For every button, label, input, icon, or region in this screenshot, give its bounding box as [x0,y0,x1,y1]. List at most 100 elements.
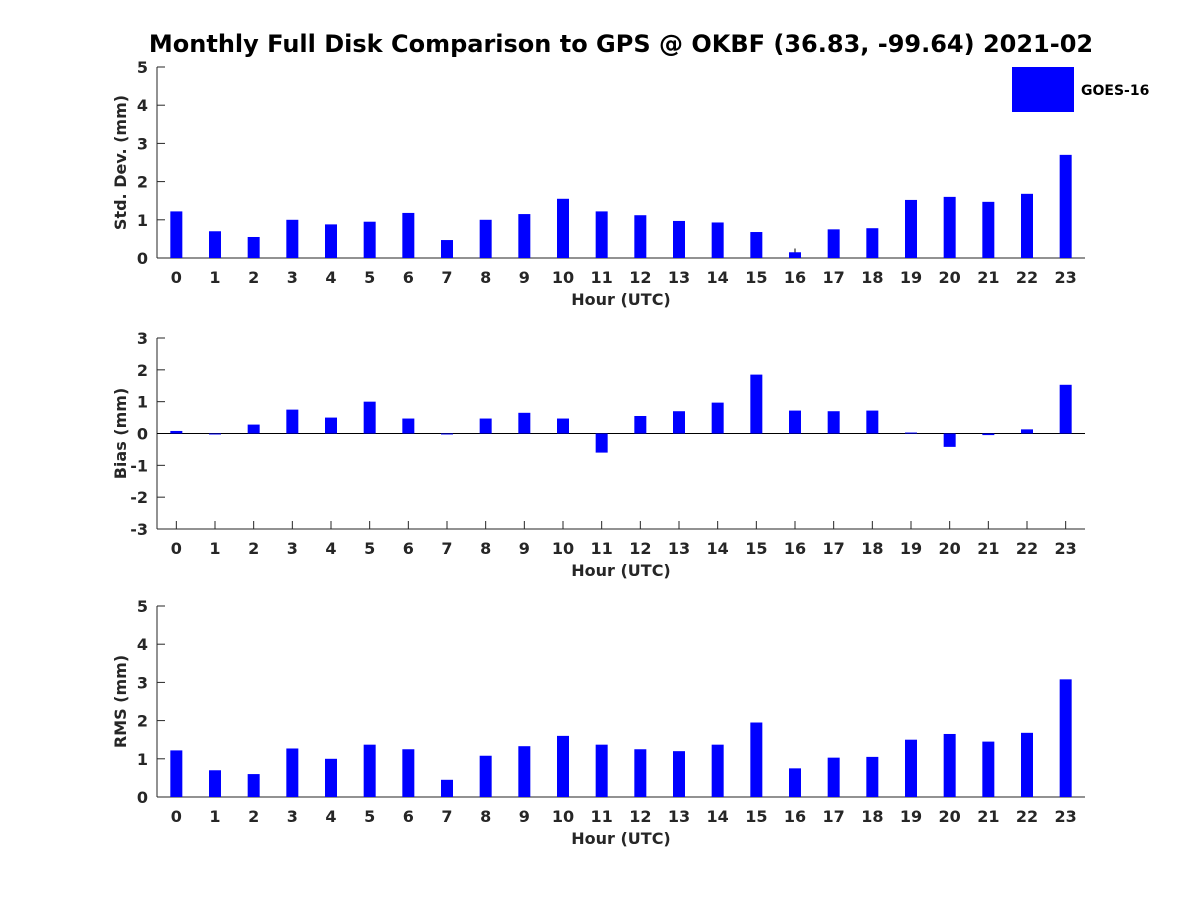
x-tick-label: 20 [939,539,961,558]
bar [866,228,879,258]
bar [247,236,260,258]
x-tick-label: 9 [519,268,530,287]
bar [827,757,840,797]
bar [247,774,260,797]
x-tick-label: 10 [552,807,574,826]
x-tick-label: 23 [1055,807,1077,826]
x-axis-label: Hour (UTC) [571,290,671,309]
x-tick-label: 13 [668,268,690,287]
bar [286,409,299,434]
x-tick-label: 0 [171,807,182,826]
bar [827,411,840,434]
bar [1021,193,1033,258]
bar [673,411,685,434]
y-tick-label: 1 [137,750,148,769]
x-axis-label: Hour (UTC) [571,561,671,580]
bar [518,412,531,434]
y-tick-label: -3 [130,520,148,539]
y-tick-label: 4 [137,96,148,115]
x-tick-label: 1 [209,268,220,287]
bar [711,222,724,258]
x-tick-label: 11 [591,807,613,826]
x-tick-label: 11 [591,268,613,287]
x-tick-label: 8 [480,268,491,287]
bar [982,201,995,258]
bar [441,433,453,435]
x-tick-label: 0 [171,268,182,287]
bar [943,433,956,447]
x-tick-label: 13 [668,807,690,826]
x-tick-label: 21 [977,268,999,287]
y-tick-label: 1 [137,211,148,230]
bar [595,433,608,453]
x-tick-label: 7 [441,539,452,558]
x-tick-label: 3 [287,539,298,558]
y-tick-label: 3 [137,134,148,153]
bar [711,744,724,797]
x-tick-label: 12 [629,268,651,287]
x-tick-label: 12 [629,807,651,826]
x-tick-label: 2 [248,539,259,558]
bar [325,758,337,797]
bar [673,751,685,797]
y-tick-label: 0 [137,425,148,444]
bar [209,433,221,435]
x-tick-label: 20 [939,268,961,287]
bar [1059,384,1072,434]
bar [247,424,260,434]
y-tick-label: 1 [137,393,148,412]
bar [209,770,221,797]
bar [557,735,569,797]
x-tick-label: 5 [364,807,375,826]
x-tick-label: 13 [668,539,690,558]
bar [634,415,647,434]
bar [479,418,492,434]
y-tick-label: 5 [137,597,148,616]
bar [1059,154,1072,258]
bar [402,418,415,434]
bar [325,224,337,258]
bar [479,219,492,258]
bar [557,198,569,258]
x-tick-label: 6 [403,268,414,287]
x-tick-label: 9 [519,539,530,558]
x-tick-label: 2 [248,268,259,287]
bar [1021,429,1033,434]
x-tick-label: 3 [287,807,298,826]
bar [402,212,415,258]
x-tick-label: 1 [209,539,220,558]
x-tick-label: 15 [745,807,767,826]
x-tick-label: 10 [552,539,574,558]
bar [789,410,801,434]
bar [286,748,299,797]
y-tick-label: 2 [137,712,148,731]
x-tick-label: 14 [707,807,729,826]
x-tick-label: 20 [939,807,961,826]
bar [170,211,183,258]
bar [750,722,763,797]
x-axis-label: Hour (UTC) [571,829,671,848]
bar [673,220,685,258]
bar [905,199,917,258]
x-tick-label: 18 [861,807,883,826]
x-tick-label: 16 [784,268,806,287]
x-tick-label: 8 [480,807,491,826]
bar [595,211,608,258]
x-tick-label: 7 [441,807,452,826]
x-tick-label: 18 [861,539,883,558]
x-tick-label: 9 [519,807,530,826]
y-tick-label: 0 [137,788,148,807]
x-tick-label: 10 [552,268,574,287]
bar [789,252,801,258]
y-tick-label: 2 [137,361,148,380]
bar [170,430,183,434]
bar [905,739,917,797]
y-tick-label: -2 [130,488,148,507]
x-tick-label: 16 [784,807,806,826]
bar [441,240,453,258]
bar [286,219,299,258]
bar [441,779,453,797]
